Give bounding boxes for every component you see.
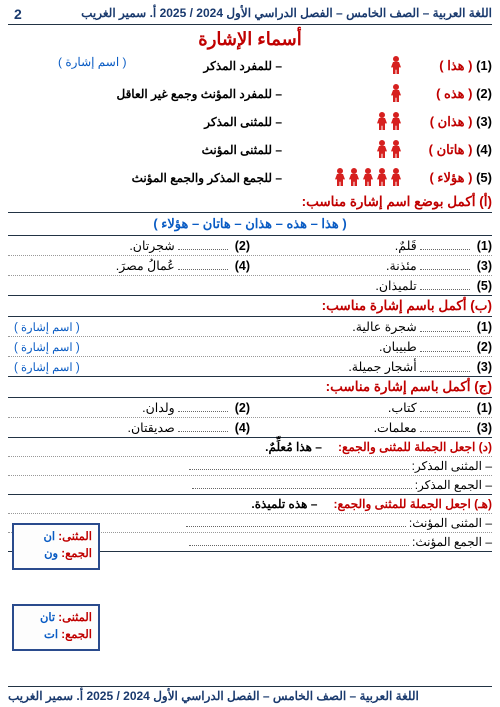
page-header: اللغة العربية – الصف الخامس – الفصل الدر…: [8, 4, 492, 25]
section-c-body: (1) كتاب.(2) ولدان.(3) معلمات.(4) صديقتا…: [8, 398, 492, 438]
person-icon: [376, 112, 388, 132]
person-icon: [376, 168, 388, 188]
demonstrative-row: (2) ( هذه )– للمفرد المؤنث وجمع غير العا…: [8, 80, 492, 108]
person-icon: [334, 168, 346, 188]
demonstrative-row: (4) ( هاتان )– للمثنى المؤنث: [8, 136, 492, 164]
person-icon: [390, 168, 402, 188]
blank: [189, 460, 409, 470]
section-d-lead: (د) اجعل الجملة للمثنى والجمع: – هذا مُع…: [8, 438, 492, 457]
section-a-body: (1) قَلمٌ.(2) شجرتان.(3) مئذنة.(4) عُمال…: [8, 236, 492, 296]
demonstrative-row: (3) ( هذان )– للمثنى المذكر: [8, 108, 492, 136]
section-c-head: (ج) أكمل باسم إشارة مناسب:: [8, 377, 492, 398]
section-a-head: (أ) أكمل بوضع اسم إشارة مناسب:: [8, 192, 492, 213]
section-d-line-1: – المثنى المذكر:: [8, 457, 492, 476]
section-b-body: (1) شجرة عالية.( اسم إشارة )(2) طبيبان.(…: [8, 317, 492, 377]
word-bank: ( هذا – هذه – هذان – هاتان – هؤلاء ): [8, 213, 492, 236]
header-text: اللغة العربية – الصف الخامس – الفصل الدر…: [81, 6, 492, 22]
section-d-line-2: – الجمع المذكر:: [8, 476, 492, 495]
person-icon: [348, 168, 360, 188]
person-icon: [390, 140, 402, 160]
page-footer: اللغة العربية – الصف الخامس – الفصل الدر…: [8, 686, 492, 705]
blank: [186, 517, 406, 527]
blank: [189, 536, 409, 546]
subtitle: ( اسم إشارة ): [58, 55, 127, 69]
demonstrative-row: (5) ( هؤلاء )– للجمع المذكر والجمع المؤن…: [8, 164, 492, 192]
page-number: 2: [8, 6, 28, 22]
person-icon: [376, 140, 388, 160]
section-e-lead: (هـ) اجعل الجملة للمثنى والجمع: – هذه تل…: [8, 495, 492, 514]
person-icon: [390, 56, 402, 76]
section-b-head: (ب) أكمل باسم إشارة مناسب:: [8, 296, 492, 317]
person-icon: [390, 112, 402, 132]
side-box-2: المثنى: تان الجمع: ات: [12, 604, 100, 651]
person-icon: [362, 168, 374, 188]
blank: [192, 479, 412, 489]
main-title: أسماء الإشارة: [8, 29, 492, 50]
side-box-1: المثنى: ان الجمع: ون: [12, 523, 100, 570]
person-icon: [390, 84, 402, 104]
demonstratives-table: (1) ( هذا )– للمفرد المذكر(2) ( هذه )– ل…: [8, 52, 492, 192]
